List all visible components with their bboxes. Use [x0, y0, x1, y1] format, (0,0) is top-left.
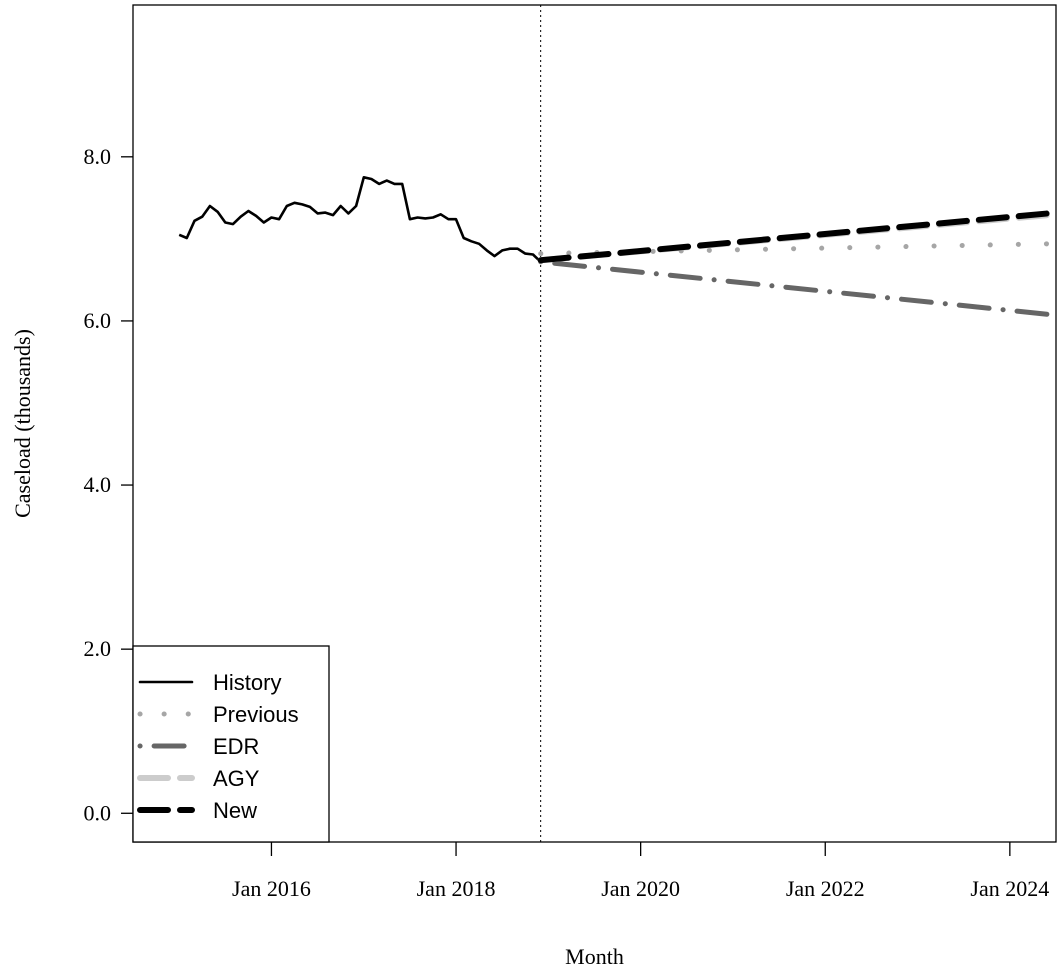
y-tick-label-2: 4.0 [84, 472, 112, 497]
x-axis-title: Month [565, 944, 624, 968]
y-tick-label-0: 0.0 [84, 800, 112, 825]
y-tick-label-3: 6.0 [84, 308, 112, 333]
x-tick-label-1: Jan 2018 [417, 876, 496, 901]
legend: History Previous EDR AGY New [132, 645, 330, 843]
y-axis-title: Caseload (thousands) [10, 329, 35, 518]
x-axis: Jan 2016 Jan 2018 Jan 2020 Jan 2022 Jan 2024 [232, 842, 1049, 901]
x-tick-label-3: Jan 2022 [786, 876, 865, 901]
series-line-previous [538, 241, 1051, 257]
series-line-history [178, 176, 542, 263]
legend-label-agy: AGY [213, 766, 260, 791]
plot-border [132, 4, 1057, 843]
y-axis: 0.0 2.0 4.0 6.0 8.0 [84, 144, 133, 825]
x-tick-label-4: Jan 2024 [970, 876, 1049, 901]
series-line-new [537, 210, 1052, 264]
x-tick-label-2: Jan 2020 [601, 876, 680, 901]
series-line-edr [538, 259, 1051, 317]
x-tick-label-0: Jan 2016 [232, 876, 311, 901]
y-tick-label-4: 8.0 [84, 144, 112, 169]
legend-label-edr: EDR [213, 734, 259, 759]
legend-label-new: New [213, 798, 257, 823]
series-layer [178, 176, 1052, 317]
legend-label-previous: Previous [213, 702, 299, 727]
y-tick-label-1: 2.0 [84, 636, 112, 661]
legend-label-history: History [213, 670, 281, 695]
